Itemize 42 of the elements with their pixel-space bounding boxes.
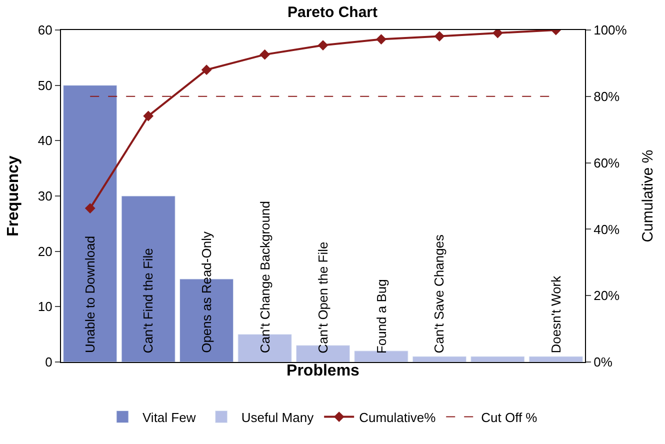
legend-label: Cumulative% — [359, 410, 436, 425]
bar — [412, 356, 466, 362]
y-tick-label: 30 — [38, 188, 52, 204]
y-tick-label: 20 — [38, 244, 52, 259]
x-tick-label: Unable to Download — [82, 236, 98, 353]
point — [84, 203, 96, 214]
y-axis-title: Frequency — [4, 155, 22, 236]
y-tick-label: 50 — [38, 78, 52, 93]
y2-axis-title: Cumulative % — [639, 150, 656, 242]
y-tick-label: 60 — [38, 22, 52, 38]
legend-label: Vital Few — [142, 410, 196, 425]
y2-tick-label: 100% — [594, 22, 628, 38]
point — [143, 110, 154, 122]
y-tick-label: 40 — [38, 133, 52, 148]
legend-label: Cut Off % — [481, 410, 538, 425]
point — [260, 49, 270, 60]
y2-tick-label: 80% — [594, 88, 620, 104]
bar — [121, 196, 176, 362]
x-tick-label: Can't Change Background — [257, 201, 272, 354]
x-axis-title: Problems — [286, 362, 360, 380]
y2-tick-label: 60% — [594, 155, 620, 170]
bar — [470, 356, 525, 362]
y-tick-label: 0 — [45, 354, 52, 370]
x-tick-label: Opens as Read-Only — [199, 231, 214, 353]
y2-tick-label: 0% — [594, 354, 613, 370]
chart-title: Pareto Chart — [287, 4, 378, 22]
point — [201, 64, 212, 76]
bar — [63, 85, 118, 362]
x-tick-label: Can't Find the File — [140, 248, 156, 354]
point — [318, 40, 328, 50]
x-tick-label: Can't Open the File — [316, 242, 331, 354]
y2-tick-label: 20% — [594, 288, 620, 304]
bar — [528, 356, 583, 362]
legend-label: Useful Many — [241, 410, 314, 425]
point — [434, 31, 445, 42]
x-tick-label: Doesn't Work — [548, 275, 564, 354]
y-tick-label: 10 — [38, 299, 52, 314]
bar — [354, 350, 408, 362]
point — [376, 34, 386, 44]
x-tick-label: Found a Bug — [374, 279, 389, 354]
y2-tick-label: 40% — [594, 222, 620, 237]
x-tick-label: Can't Save Changes — [432, 234, 447, 354]
